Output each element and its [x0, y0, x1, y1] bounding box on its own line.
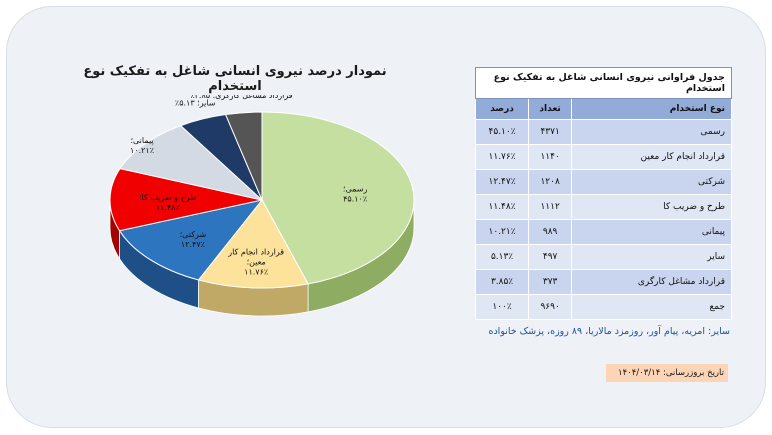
cell-type: قرارداد مشاغل کارگری: [571, 269, 732, 295]
cell-percent: ۱۰۰٪: [474, 294, 530, 320]
pie-slice: [224, 111, 263, 201]
pie-slice-label: شرکتی؛ ۱۲.۴۷٪: [180, 230, 207, 249]
frequency-table: جدول فراوانی نیروی انسانی شاغل به تفکیک …: [474, 67, 732, 320]
cell-percent: ۱۲.۴۷٪: [474, 169, 530, 195]
header-type: نوع استخدام: [571, 98, 732, 120]
cell-count: ۳۷۳: [528, 269, 573, 295]
pie-slice-label: سایر؛ ۵.۱۳٪: [175, 98, 216, 107]
cell-count: ۴۳۷۱: [528, 119, 573, 145]
chart-title: نمودار درصد نیروی انسانی شاغل به تفکیک ن…: [83, 64, 387, 94]
cell-type: قرارداد انجام کار معین: [571, 144, 732, 170]
cell-count: ۱۱۱۲: [528, 194, 573, 220]
cell-count: ۱۱۴۰: [528, 144, 573, 170]
pie-slice: [119, 125, 264, 201]
cell-type: پیمانی: [571, 219, 732, 245]
pie-slice-label: پیمانی؛ ۱۰.۲۱٪: [130, 136, 154, 155]
cell-percent: ۵.۱۳٪: [474, 244, 530, 270]
table-caption: جدول فراوانی نیروی انسانی شاغل به تفکیک …: [475, 67, 732, 99]
table-row: طرح و ضریب کا ۱۱۱۲ ۱۱.۴۸٪: [474, 194, 732, 220]
cell-count: ۱۲۰۸: [528, 169, 573, 195]
table-row: شرکتی ۱۲۰۸ ۱۲.۴۷٪: [474, 169, 732, 195]
pie-chart: رسمی؛ ۴۵.۱۰٪ قرارداد انجام کار معین؛ ۱۱.۷۶٪ ش…: [109, 95, 415, 317]
table-row: قرارداد مشاغل کارگری ۳۷۳ ۳.۸۵٪: [474, 269, 732, 295]
cell-percent: ۱۱.۴۸٪: [474, 194, 530, 220]
footnote: سایر: امریه، پیام آور، روزمزد مالاریا، ۸…: [488, 326, 730, 337]
pie-slice-label: رسمی؛ ۴۵.۱۰٪: [343, 185, 368, 204]
cell-percent: ۱۱.۷۶٪: [474, 144, 530, 170]
cell-count: ۹۶۹۰: [528, 294, 573, 320]
cell-type: شرکتی: [571, 169, 732, 195]
table-header-row: نوع استخدام تعداد درصد: [474, 98, 732, 120]
cell-percent: ۳.۸۵٪: [474, 269, 530, 295]
pie-slice: [109, 168, 263, 232]
header-count: تعداد: [528, 98, 573, 120]
cell-type: طرح و ضریب کا: [571, 194, 732, 220]
cell-type: سایر: [571, 244, 732, 270]
pie-slice-label: قرارداد انجام کار معین؛ ۱۱.۷۶٪: [227, 247, 284, 276]
cell-percent: ۱۰.۲۱٪: [474, 219, 530, 245]
cell-type: جمع: [571, 294, 732, 320]
update-date: تاریخ بروزرسانی: ۱۴۰۴/۰۳/۱۴: [606, 364, 728, 382]
table-total-row: جمع ۹۶۹۰ ۱۰۰٪: [474, 294, 732, 320]
table-row: پیمانی ۹۸۹ ۱۰.۲۱٪: [474, 219, 732, 245]
cell-count: ۹۸۹: [528, 219, 573, 245]
pie-slice-label: طرح و ضریب کا؛ ۱۱.۴۸٪: [139, 193, 197, 212]
cell-type: رسمی: [571, 119, 732, 145]
header-percent: درصد: [474, 98, 530, 120]
cell-count: ۴۹۷: [528, 244, 573, 270]
table-row: رسمی ۴۳۷۱ ۴۵.۱۰٪: [474, 119, 732, 145]
pie-slice-label: قرارداد مشاغل کارگری؛ ۳.۸۵٪: [190, 95, 292, 100]
table-row: سایر ۴۹۷ ۵.۱۳٪: [474, 244, 732, 270]
pie-slice: [118, 199, 264, 281]
cell-percent: ۴۵.۱۰٪: [474, 119, 530, 145]
table-row: قرارداد انجام کار معین ۱۱۴۰ ۱۱.۷۶٪: [474, 144, 732, 170]
pie-slice: [197, 199, 309, 289]
pie-slice: [261, 111, 415, 285]
